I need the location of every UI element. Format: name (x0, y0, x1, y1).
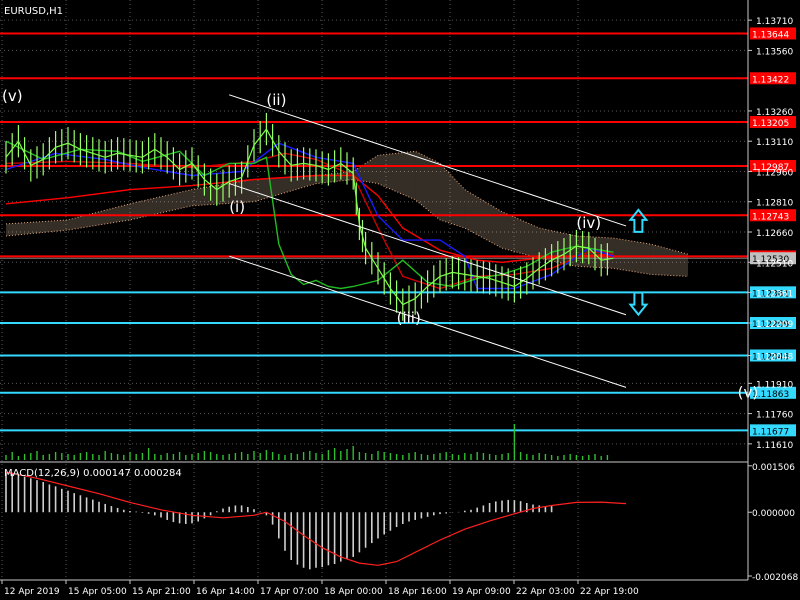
price-tick-label: 1.11610 (756, 441, 793, 451)
time-tick-label: 22 Apr 03:00 (516, 587, 575, 597)
resistance-label: 1.12987 (752, 163, 789, 173)
cloud-segment (415, 151, 440, 220)
trend-channel[interactable] (229, 94, 627, 388)
support-label: 1.11863 (752, 390, 789, 400)
price-tick-label: 1.12048 (756, 352, 793, 362)
time-axis: 12 Apr 2019 15 Apr 05:00 15 Apr 21:00 16 Ap… (1, 580, 639, 597)
wave-label: (i) (229, 198, 245, 216)
time-tick-label: 19 Apr 09:00 (452, 587, 511, 597)
price-tick-label: 1.12510 (756, 259, 793, 269)
price-tick-label: 1.13560 (756, 47, 793, 57)
resistance-label: 1.13422 (752, 75, 789, 85)
macd-tick-label: -0.002068 (752, 573, 798, 583)
resistance-label: 1.13205 (752, 119, 789, 129)
price-tick-label: 1.12960 (756, 168, 793, 178)
current-price-label: 1.12530 (752, 255, 789, 265)
resistance-label: 1.13644 (752, 30, 789, 40)
arrow-down-icon (628, 291, 649, 317)
resistance-label: 1.12743 (752, 212, 789, 222)
price-tick-label: 1.13110 (756, 138, 793, 148)
support-label: 1.12209 (752, 320, 789, 330)
support-tag (750, 386, 796, 399)
cloud-segment (464, 189, 502, 249)
channel-line (229, 183, 627, 316)
support-tag (750, 286, 796, 299)
direction-arrows (628, 208, 649, 317)
elliott-wave-labels: (v) (ii)(i)(iii)(iv)(v) (2, 87, 758, 402)
time-tick-label: 18 Apr 16:00 (388, 587, 447, 597)
wave-label: (iii) (397, 309, 421, 327)
macd-tick-label: 0.001506 (752, 463, 795, 473)
current-price-tag (750, 252, 796, 265)
price-tick-label: 1.13260 (756, 108, 793, 118)
time-tick-label: 22 Apr 19:00 (580, 587, 639, 597)
support-tag (750, 349, 796, 362)
resistance-tag (750, 72, 796, 85)
price-series (5, 112, 614, 321)
price-line (5, 128, 614, 306)
volume-bars (5, 424, 609, 460)
price-tick-label: 1.12209 (756, 320, 793, 330)
time-tick-label: 15 Apr 21:00 (132, 587, 191, 597)
support-label: 1.12361 (752, 289, 789, 299)
price-tick-label: 1.12660 (756, 229, 793, 239)
wave-label: (iv) (576, 214, 601, 232)
resistance-tag (750, 209, 796, 222)
cloud-segment (650, 244, 688, 277)
support-tag (750, 316, 796, 329)
cloud-segment (68, 203, 130, 230)
arrow-up-icon (628, 208, 649, 233)
indicator-line (5, 174, 614, 264)
price-tick-label: 1.12361 (756, 289, 793, 299)
macd-panel (5, 471, 627, 570)
horizontal-levels: 1.13644 1.13422 1.13205 1.12987 1.12743 1.125… (0, 27, 796, 437)
support-tag (750, 424, 796, 437)
support-label: 1.12048 (752, 352, 789, 362)
resistance-tag (750, 27, 796, 40)
price-tick-label: 1.11760 (756, 411, 793, 421)
cloud-segment (440, 163, 465, 228)
cloud-segment (502, 211, 540, 259)
channel-line (229, 255, 627, 388)
time-tick-label: 18 Apr 00:00 (324, 587, 383, 597)
channel-line (229, 94, 627, 227)
resistance-tag (750, 160, 796, 173)
macd-signal-line (5, 471, 627, 566)
time-tick-label: 16 Apr 14:00 (196, 587, 255, 597)
wave-label: (ii) (266, 91, 286, 109)
cloud-upper-line (5, 150, 689, 255)
price-axis: 1.13710 1.13560 1.13260 1.13110 1.12960 1.128… (748, 17, 798, 583)
price-tick-label: 1.11910 (756, 380, 793, 390)
macd-title: MACD(12,26,9) 0.000147 0.000284 (4, 468, 182, 479)
time-tick-label: 15 Apr 05:00 (68, 587, 127, 597)
macd-tick-label: 0.000000 (752, 509, 795, 519)
cloud-segment (378, 151, 416, 200)
time-tick-label: 17 Apr 07:00 (260, 587, 319, 597)
cloud-segment (130, 189, 192, 220)
support-label: 1.11677 (752, 427, 789, 437)
chart-title: EURUSD,H1 (4, 6, 63, 17)
price-tick-label: 1.13710 (756, 17, 793, 27)
time-tick-label: 12 Apr 2019 (4, 587, 60, 597)
cloud-segment (6, 219, 68, 236)
price-tick-label: 1.12810 (756, 199, 793, 209)
wave-label: (v) (2, 87, 23, 105)
resistance-tag (750, 116, 796, 129)
